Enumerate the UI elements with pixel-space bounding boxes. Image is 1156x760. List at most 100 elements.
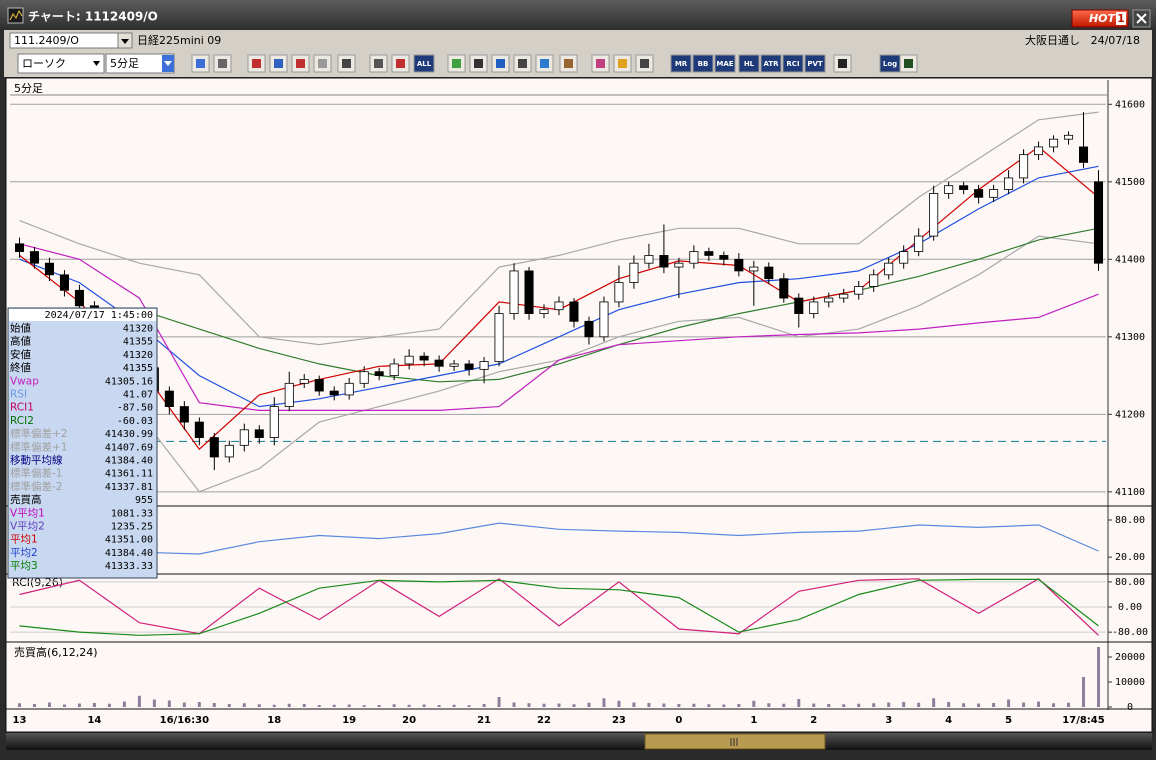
info-value: 41430.99 — [105, 429, 153, 440]
info-label: 安値 — [10, 348, 31, 361]
candle-body — [374, 371, 384, 376]
toolbar-icon-glyph — [252, 59, 261, 68]
candle-body — [689, 251, 699, 264]
scroll-thumb[interactable] — [644, 733, 826, 750]
app-icon-graph — [9, 9, 23, 21]
info-value: 41407.69 — [105, 442, 153, 453]
x-tick-label: 3 — [885, 715, 892, 726]
indicator-line — [19, 111, 1099, 346]
volume-bar — [1007, 699, 1011, 707]
toolbar-icon-label: MR — [675, 60, 688, 68]
volume-bar — [47, 702, 51, 707]
toolbar-icon-glyph — [374, 59, 383, 68]
y-tick-label: 41200 — [1115, 409, 1145, 420]
volume-bar — [242, 703, 246, 707]
scrollbar[interactable] — [6, 733, 1152, 750]
toolbar-icon-label: HL — [744, 60, 755, 68]
candle-body — [629, 262, 639, 283]
candle-body — [854, 286, 864, 295]
candle-body — [329, 390, 339, 396]
volume-bar — [1022, 702, 1026, 707]
candle-body — [479, 361, 489, 370]
volume-bar — [992, 703, 996, 707]
x-tick-label: 13 — [13, 715, 27, 726]
volume-bar — [542, 703, 546, 707]
info-label: 移動平均線 — [10, 454, 63, 467]
y-tick-label: 41500 — [1115, 177, 1145, 188]
period: 5分足 — [110, 57, 139, 70]
candle-body — [269, 406, 279, 438]
dropdown-arrow — [121, 39, 129, 44]
volume-bar — [287, 703, 291, 707]
volume-bar — [497, 697, 501, 707]
toolbar-icon-glyph — [218, 59, 227, 68]
volume-bar — [842, 704, 846, 707]
toolbar-icon[interactable] — [738, 54, 760, 73]
toolbar-icon-glyph — [318, 59, 327, 68]
candle-body — [779, 278, 789, 299]
toolbar-icon[interactable] — [692, 54, 714, 73]
y-tick-label: 0.00 — [1118, 602, 1142, 613]
info-value: 1235.25 — [111, 522, 153, 533]
toolbar-icon-label: RCI — [786, 60, 799, 68]
volume-bar — [392, 704, 396, 707]
candle-body — [929, 193, 939, 237]
volume-bar — [557, 703, 561, 707]
x-tick-label: 22 — [537, 715, 551, 726]
info-label: 標準偏差-2 — [10, 480, 62, 493]
info-label: RCI1 — [10, 402, 34, 414]
candle-body — [554, 301, 564, 311]
toolbar-icon[interactable] — [804, 54, 826, 73]
candle-body — [719, 255, 729, 260]
toolbar-icon[interactable] — [760, 54, 782, 73]
volume-bar — [1052, 703, 1056, 707]
toolbar-icon[interactable] — [670, 54, 692, 73]
toolbar-icon[interactable] — [413, 54, 435, 73]
candle-body — [59, 274, 69, 291]
volume-bar — [512, 702, 516, 707]
volume-bar — [1097, 647, 1101, 707]
info-label: RCI2 — [10, 415, 34, 427]
x-tick-label: 18 — [267, 715, 281, 726]
volume-bar — [32, 704, 36, 707]
volume-bar — [107, 703, 111, 707]
chart-type-select[interactable] — [17, 53, 105, 74]
x-tick-label: 20 — [402, 715, 416, 726]
volume-bar — [527, 703, 531, 707]
info-label: 高値 — [10, 335, 31, 348]
candle-body — [464, 363, 474, 370]
chart-type: ローソク — [22, 57, 66, 70]
candle-body — [254, 429, 264, 438]
info-label: V平均1 — [10, 507, 45, 519]
candle-body — [194, 421, 204, 438]
y-tick-label: 41100 — [1115, 487, 1145, 498]
toolbar-icon-label: Log — [883, 60, 897, 68]
toolbar-icon-glyph — [838, 59, 847, 68]
x-tick-label: 16/16:30 — [160, 715, 209, 726]
info-label: 平均3 — [10, 560, 38, 572]
toolbar-icon[interactable] — [782, 54, 804, 73]
toolbar-icon[interactable] — [714, 54, 736, 73]
toolbar-icon-label: PVT — [807, 60, 823, 68]
y-tick-label: 41600 — [1115, 99, 1145, 110]
volume-bar — [17, 703, 21, 707]
indicator-line — [19, 578, 1099, 636]
volume-bar — [227, 704, 231, 707]
toolbar-icon-glyph — [342, 59, 351, 68]
candle-body — [704, 251, 714, 256]
toolbar-icon-label: MAE — [716, 60, 733, 68]
candle-body — [14, 243, 25, 252]
toolbar-icon-glyph — [496, 59, 505, 68]
toolbar-icon[interactable] — [879, 54, 901, 73]
hot-button[interactable] — [1071, 9, 1129, 28]
indicator-line — [19, 243, 1099, 411]
indicator-line — [19, 522, 1099, 555]
volume-bar — [617, 700, 621, 707]
volume-bar — [467, 705, 471, 707]
candle-body — [299, 379, 309, 384]
volume-bar — [407, 704, 411, 707]
candle-body — [764, 266, 774, 280]
volume-bar — [947, 702, 951, 707]
candle-body — [449, 363, 459, 367]
volume-bar — [1037, 701, 1041, 707]
